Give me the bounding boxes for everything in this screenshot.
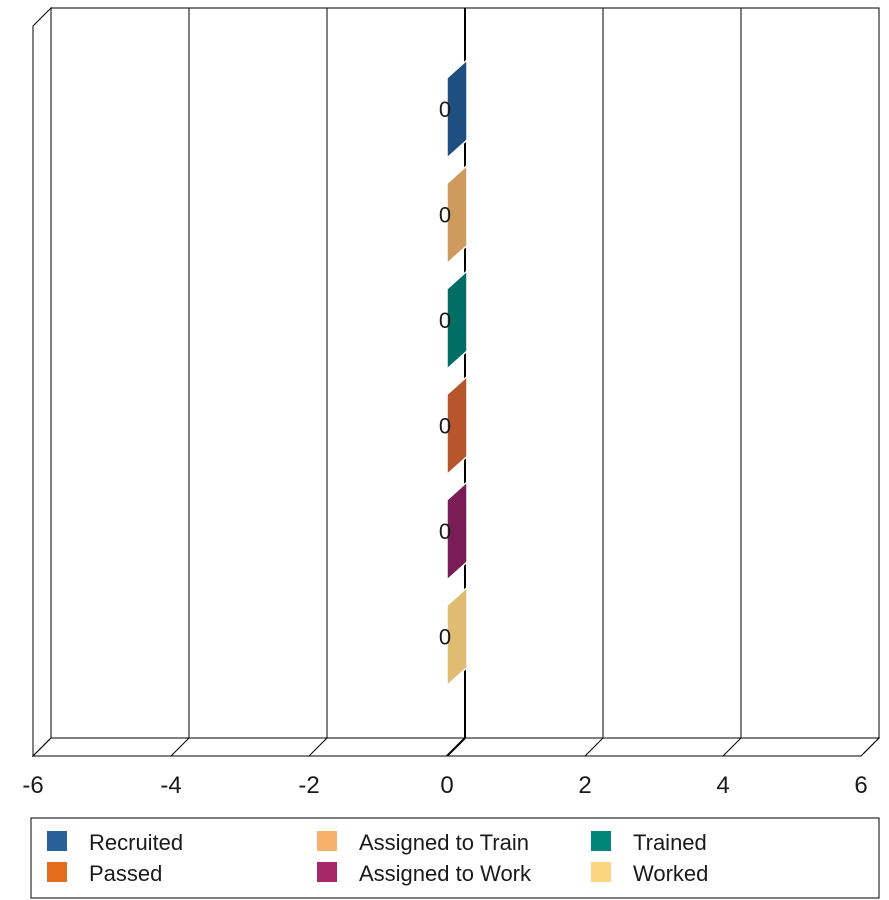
x-tick-label-0: -6 [22, 772, 43, 799]
floor-line-1 [170, 737, 190, 757]
legend-label-1: Assigned to Train [359, 830, 529, 855]
legend-label-3: Passed [89, 861, 162, 886]
x-tick-label-4: 2 [578, 772, 591, 799]
side-wall [32, 6, 52, 758]
floor-line-0 [32, 737, 52, 757]
x-tick-label-1: -4 [160, 772, 181, 799]
floor-line-4 [584, 737, 604, 757]
legend-swatch-5 [591, 862, 611, 882]
floor-line-2 [308, 737, 328, 757]
legend-swatch-2 [591, 831, 611, 851]
bar-passed [446, 374, 468, 477]
bar-worked [446, 585, 468, 688]
bar-recruited [446, 58, 468, 160]
x-tick-label-2: -2 [298, 772, 319, 799]
legend-swatch-3 [47, 862, 67, 882]
legend-label-4: Assigned to Work [359, 861, 532, 886]
x-axis-ticks: -6 -4 -2 0 2 4 6 [22, 772, 867, 799]
data-label-1: 0 [439, 203, 451, 228]
data-label-2: 0 [439, 308, 451, 333]
floor-line-5 [722, 737, 742, 757]
legend-label-2: Trained [633, 830, 707, 855]
legend-swatch-4 [317, 862, 337, 882]
legend-box [30, 817, 880, 899]
data-label-0: 0 [439, 97, 451, 122]
data-label-3: 0 [439, 414, 451, 439]
legend-swatch-0 [47, 831, 67, 851]
data-label-4: 0 [439, 519, 451, 544]
x-tick-label-6: 6 [854, 772, 867, 799]
floor-line-3 [446, 737, 466, 757]
x-tick-label-3: 0 [440, 772, 453, 799]
legend-label-0: Recruited [89, 830, 183, 855]
bars: 0 0 0 0 0 0 [439, 58, 468, 688]
floor-line-6 [860, 737, 880, 757]
x-tick-label-5: 4 [716, 772, 729, 799]
legend-label-5: Worked [633, 861, 708, 886]
data-label-5: 0 [439, 625, 451, 650]
legend: Recruited Assigned to Train Trained Passed A… [30, 817, 880, 899]
bar-assigned-to-train [446, 163, 468, 266]
bar-assigned-to-work [446, 480, 468, 582]
legend-swatch-1 [317, 831, 337, 851]
bar-trained [446, 269, 468, 371]
